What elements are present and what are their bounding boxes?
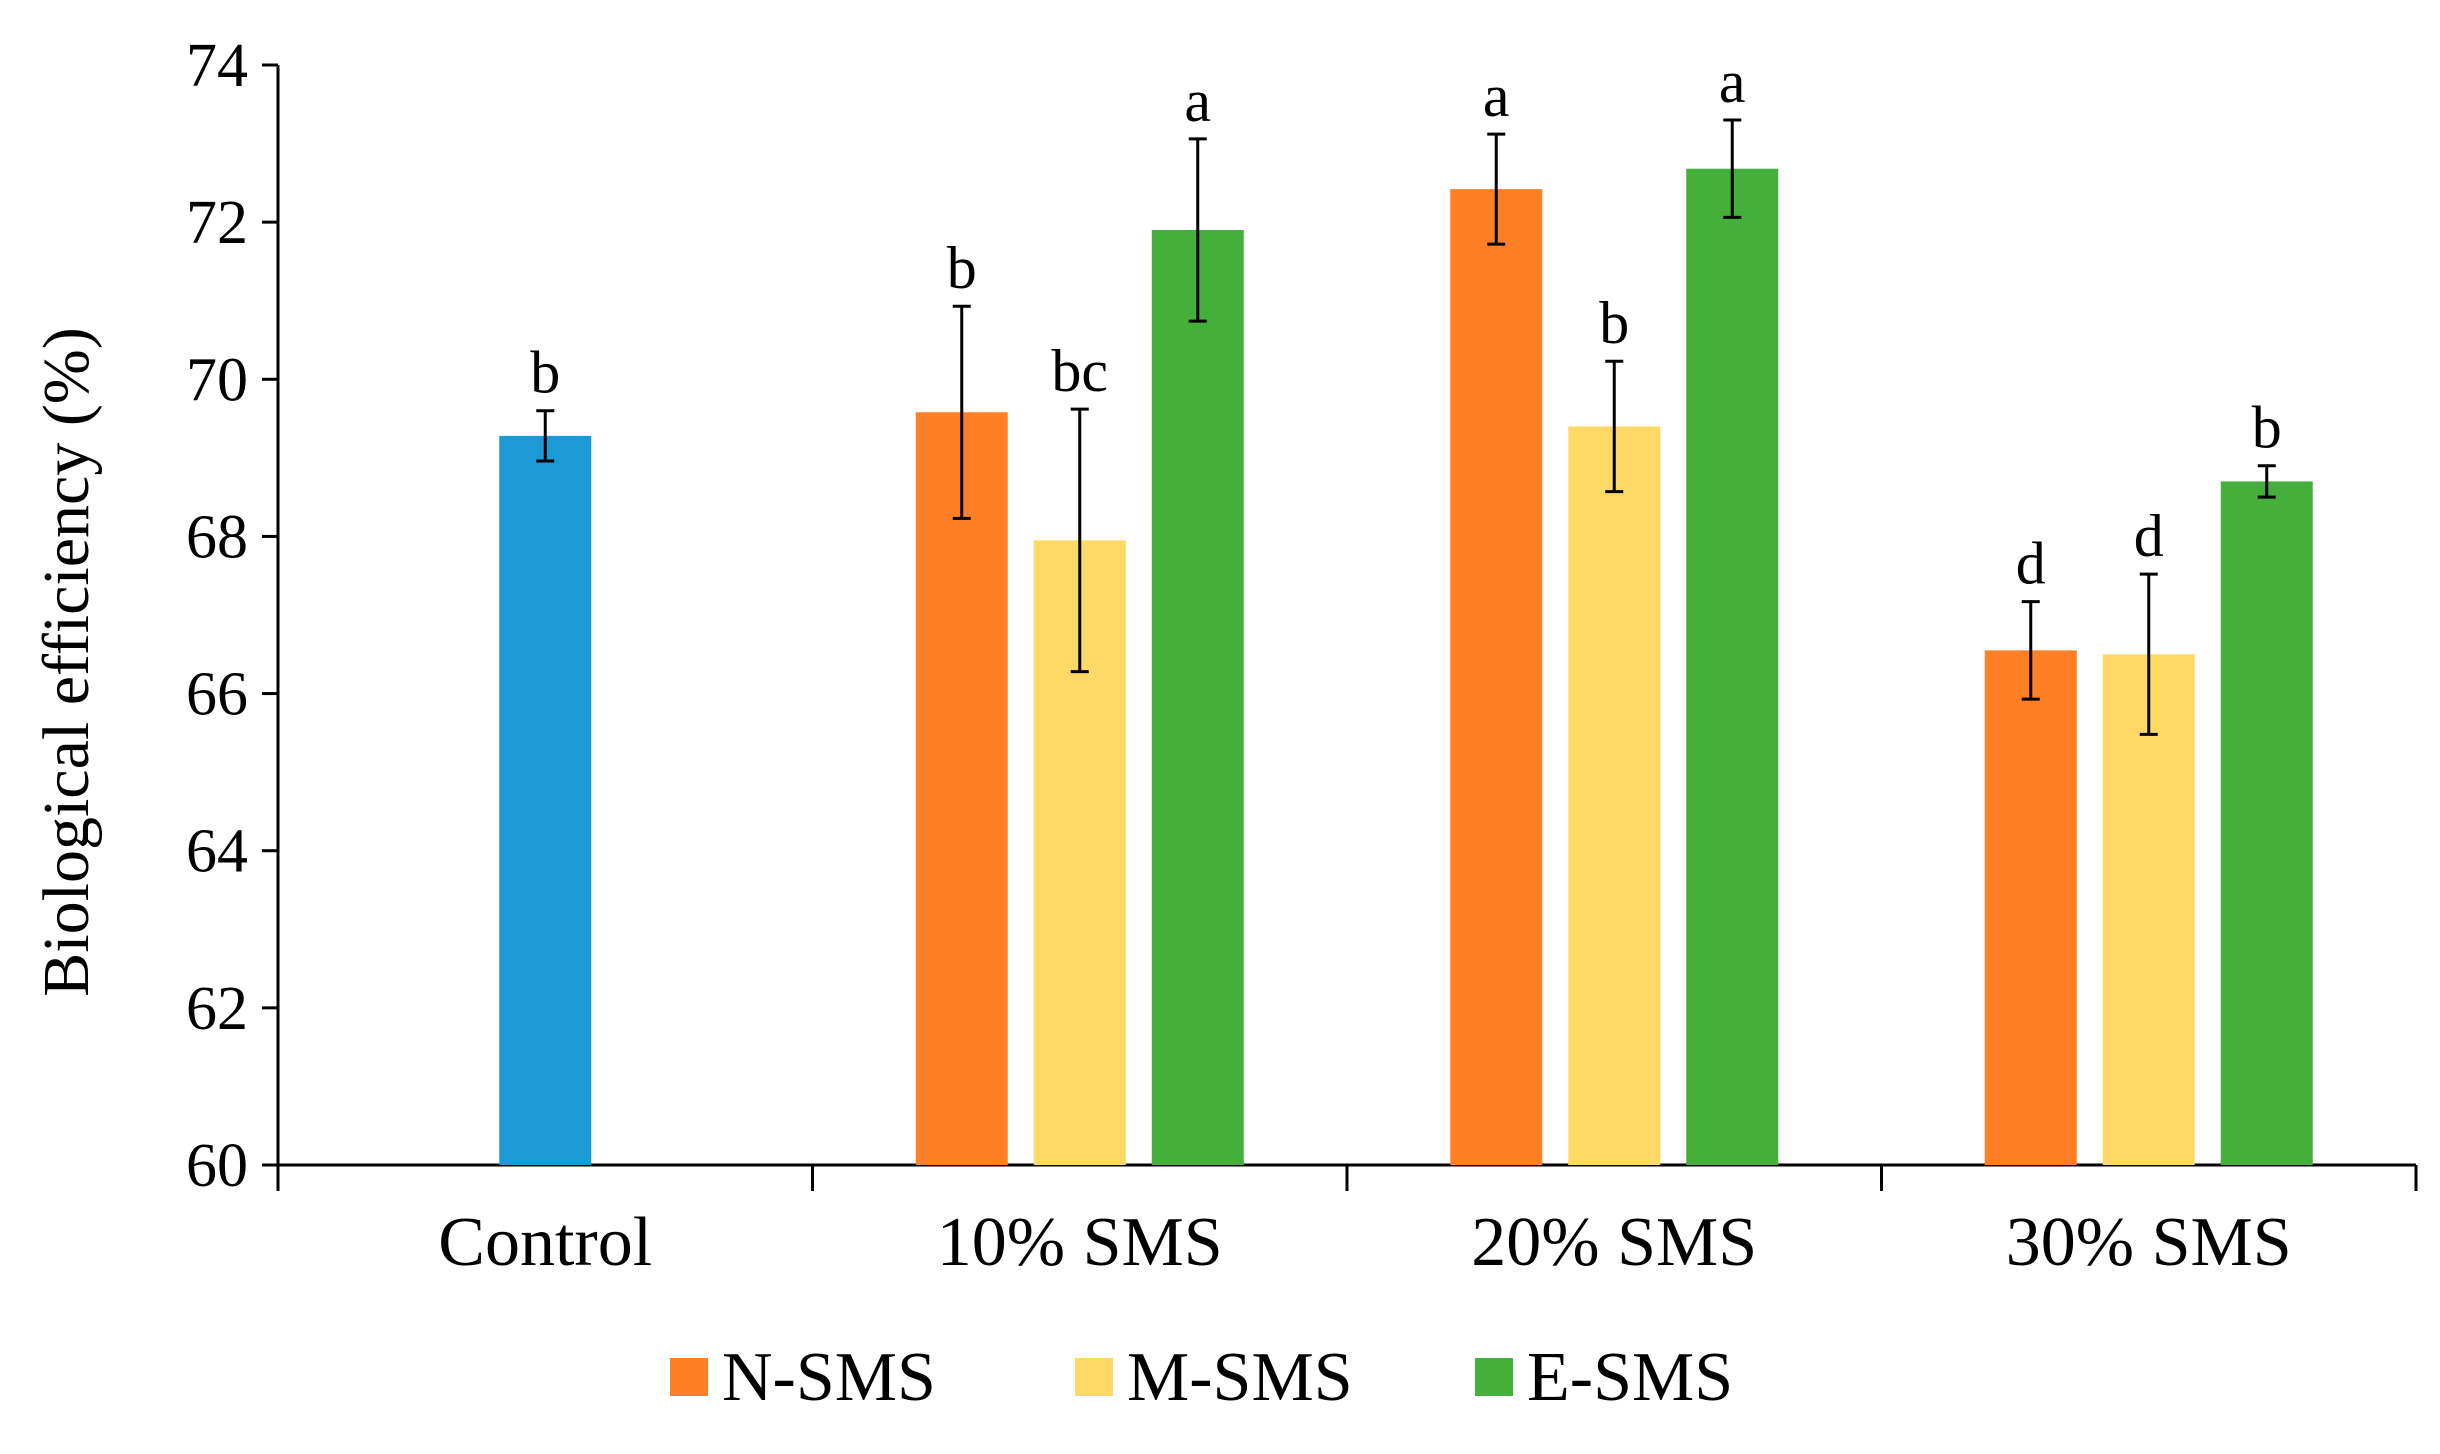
- significance-label: bc: [1051, 338, 1108, 404]
- legend-label: M-SMS: [1127, 1339, 1353, 1416]
- bars: b b bc a a b a d d b: [499, 49, 2313, 1166]
- y-tick-label: 74: [186, 32, 248, 100]
- bar-e-sms: [1151, 230, 1244, 1165]
- legend-label: N-SMS: [722, 1339, 936, 1416]
- category-label: 20% SMS: [1471, 1204, 1757, 1281]
- legend-swatch-m-sms: [1075, 1358, 1113, 1396]
- bar-e-sms: [2220, 481, 2313, 1165]
- category-label: 10% SMS: [937, 1204, 1223, 1281]
- significance-label: a: [1719, 49, 1746, 115]
- significance-label: b: [2252, 395, 2282, 461]
- significance-label: b: [947, 235, 977, 301]
- bar-e-sms: [1686, 168, 1779, 1165]
- significance-label: a: [1483, 63, 1510, 129]
- legend-label: E-SMS: [1527, 1339, 1733, 1416]
- category-label: 30% SMS: [2006, 1204, 2292, 1281]
- significance-label: b: [1599, 290, 1629, 356]
- y-tick-label: 60: [186, 1132, 248, 1200]
- category-labels: Control 10% SMS 20% SMS 30% SMS: [438, 1204, 2291, 1281]
- bar-m-sms: [2102, 654, 2195, 1165]
- y-tick-label: 62: [186, 975, 248, 1043]
- y-tick-label: 72: [186, 189, 248, 257]
- y-tick-label: 70: [186, 346, 248, 414]
- significance-label: d: [2016, 531, 2046, 597]
- y-tick-label: 68: [186, 503, 248, 571]
- significance-label: b: [530, 340, 560, 406]
- legend-swatch-n-sms: [670, 1358, 708, 1396]
- legend: N-SMS M-SMS E-SMS: [670, 1339, 1733, 1416]
- bar-n-sms: [915, 412, 1008, 1165]
- category-label: Control: [438, 1204, 652, 1281]
- significance-label: d: [2134, 503, 2164, 569]
- significance-label: a: [1184, 68, 1211, 134]
- bar-m-sms: [1568, 426, 1661, 1165]
- y-tick-label: 64: [186, 818, 248, 886]
- bar-n-sms: [1984, 650, 2077, 1165]
- bar-n-sms: [1450, 189, 1543, 1166]
- legend-swatch-e-sms: [1475, 1358, 1513, 1396]
- bar-control: [499, 435, 592, 1165]
- y-axis-title: Biological efficiency (%): [30, 327, 103, 997]
- axes: Biological efficiency (%) 60 62 64 66 68 70 72…: [30, 32, 2418, 1200]
- y-tick-label: 66: [186, 661, 248, 729]
